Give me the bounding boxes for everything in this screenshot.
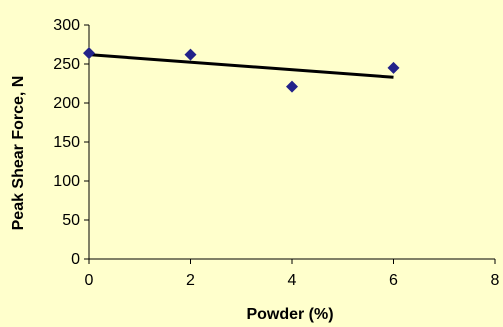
y-tick-label: 200 — [53, 95, 80, 112]
data-point — [387, 61, 400, 74]
x-axis-title: Powder (%) — [246, 306, 333, 323]
y-tick-label: 100 — [53, 173, 80, 190]
data-point — [286, 80, 298, 93]
y-axis-title: Peak Shear Force, N — [10, 76, 27, 231]
y-tick-label: 50 — [62, 212, 80, 229]
x-tick-label: 0 — [85, 272, 94, 289]
y-tick-label: 300 — [53, 17, 80, 34]
axes: 0 50 100 150 200 250 300 0 2 4 6 8 — [53, 17, 499, 289]
x-tick-label: 2 — [186, 272, 195, 289]
x-tick-label: 4 — [288, 272, 297, 289]
trendline-group — [88, 53, 394, 79]
data-point — [184, 48, 197, 61]
x-tick-label: 8 — [491, 272, 500, 289]
y-tick-label: 150 — [53, 134, 80, 151]
x-tick-label: 6 — [389, 272, 398, 289]
y-tick-label: 0 — [71, 251, 80, 268]
data-point — [83, 47, 95, 60]
y-tick-label: 250 — [53, 56, 80, 73]
data-points — [83, 47, 400, 93]
trendline — [88, 53, 394, 79]
